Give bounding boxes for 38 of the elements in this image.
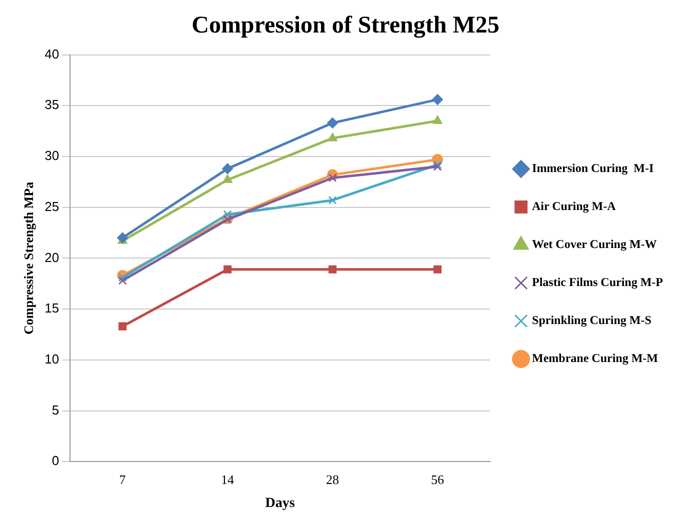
- y-tick-label: 0: [52, 453, 60, 468]
- point: [118, 276, 127, 285]
- y-axis-title: Compressive Strength MPa: [21, 181, 36, 335]
- y-tick-label: 25: [44, 198, 60, 214]
- point: [117, 232, 128, 244]
- point: [328, 265, 337, 274]
- legend-label: Immersion Curing M-I: [532, 161, 654, 176]
- point: [328, 174, 337, 182]
- point: [224, 265, 232, 274]
- x-axis-title: Days: [265, 496, 296, 512]
- point: [432, 94, 444, 106]
- point: [328, 196, 337, 205]
- point: [118, 322, 127, 330]
- y-tick-label: 15: [44, 300, 60, 316]
- x-tick-label: 14: [221, 472, 235, 487]
- y-tick-label: 30: [44, 148, 60, 164]
- legend-label: Membrane Curing M-M: [532, 351, 658, 366]
- y-tick-label: 10: [44, 351, 60, 366]
- point: [433, 265, 442, 274]
- point: [432, 115, 442, 124]
- y-tick-label: 20: [44, 250, 60, 265]
- x-tick-label: 56: [431, 472, 445, 487]
- point: [223, 210, 232, 219]
- x-tick-label: 7: [119, 472, 126, 487]
- chart-title: Compression of Strength M25: [192, 12, 500, 39]
- legend-label: Plastic Films Curing M-P: [532, 275, 664, 290]
- legend-label: Sprinkling Curing M-S: [532, 313, 652, 328]
- point: [222, 174, 232, 183]
- point: [327, 117, 338, 128]
- y-tick-label: 35: [44, 97, 60, 112]
- point: [328, 132, 338, 142]
- legend-label: Wet Cover Curing M-W: [532, 237, 657, 252]
- point: [118, 273, 127, 282]
- point: [222, 163, 234, 174]
- x-tick-label: 28: [326, 472, 340, 487]
- y-tick-label: 40: [44, 46, 60, 62]
- y-tick-label: 5: [52, 402, 60, 418]
- legend-label: Air Curing M-A: [532, 199, 616, 214]
